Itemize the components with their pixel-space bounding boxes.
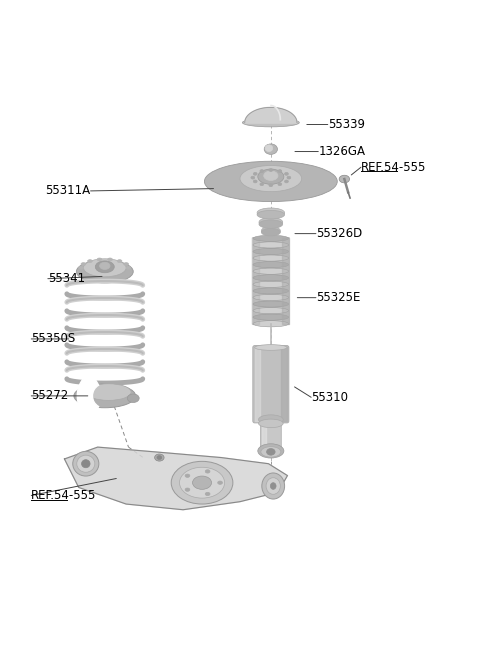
Wedge shape (77, 372, 98, 420)
Ellipse shape (127, 394, 139, 403)
Ellipse shape (253, 294, 288, 300)
Ellipse shape (266, 478, 280, 494)
Ellipse shape (261, 227, 280, 235)
Ellipse shape (269, 169, 273, 171)
Ellipse shape (81, 263, 86, 265)
Ellipse shape (259, 217, 283, 227)
Ellipse shape (258, 169, 284, 184)
Text: 55341: 55341 (48, 272, 85, 285)
Ellipse shape (266, 449, 275, 455)
Ellipse shape (117, 260, 122, 263)
Ellipse shape (253, 255, 288, 261)
Text: 55311A: 55311A (46, 185, 91, 197)
Ellipse shape (79, 266, 84, 269)
Ellipse shape (257, 210, 285, 219)
Ellipse shape (88, 260, 92, 263)
Ellipse shape (180, 467, 225, 498)
Ellipse shape (155, 454, 164, 461)
Ellipse shape (253, 261, 288, 267)
Text: 55350S: 55350S (31, 332, 75, 346)
Ellipse shape (253, 248, 288, 254)
Text: 55326D: 55326D (316, 227, 362, 240)
Ellipse shape (185, 488, 190, 491)
Ellipse shape (253, 268, 288, 274)
Ellipse shape (253, 321, 288, 327)
Ellipse shape (260, 183, 264, 186)
Text: 55272: 55272 (31, 390, 69, 402)
Ellipse shape (205, 492, 210, 495)
Ellipse shape (97, 258, 102, 261)
Ellipse shape (278, 183, 282, 186)
Ellipse shape (251, 176, 255, 179)
Ellipse shape (126, 266, 131, 269)
Ellipse shape (260, 170, 264, 173)
FancyBboxPatch shape (253, 346, 289, 423)
Ellipse shape (258, 443, 284, 458)
Ellipse shape (253, 180, 257, 183)
Ellipse shape (265, 145, 273, 152)
Text: REF.54-555: REF.54-555 (31, 489, 96, 502)
Ellipse shape (259, 419, 283, 428)
Ellipse shape (285, 172, 288, 175)
Ellipse shape (257, 208, 285, 217)
Text: 55325E: 55325E (316, 291, 360, 304)
Text: REF.54-555: REF.54-555 (361, 161, 426, 173)
Ellipse shape (262, 473, 285, 499)
Ellipse shape (84, 259, 126, 277)
Ellipse shape (253, 275, 288, 281)
Text: 1326GA: 1326GA (318, 145, 365, 158)
Ellipse shape (96, 261, 114, 273)
Ellipse shape (285, 180, 288, 183)
Ellipse shape (74, 384, 136, 408)
Ellipse shape (86, 384, 131, 400)
Ellipse shape (255, 345, 287, 350)
Ellipse shape (253, 307, 288, 313)
Ellipse shape (73, 451, 99, 476)
Ellipse shape (204, 161, 337, 202)
Ellipse shape (253, 172, 257, 175)
Ellipse shape (264, 171, 278, 181)
FancyBboxPatch shape (252, 237, 289, 325)
Ellipse shape (157, 456, 162, 459)
Ellipse shape (108, 258, 112, 261)
Ellipse shape (77, 455, 95, 472)
Ellipse shape (253, 281, 288, 287)
Ellipse shape (253, 288, 288, 294)
Ellipse shape (253, 314, 288, 320)
Ellipse shape (253, 235, 288, 241)
Polygon shape (245, 107, 297, 123)
Ellipse shape (264, 144, 277, 154)
Ellipse shape (270, 483, 276, 489)
Ellipse shape (253, 301, 288, 307)
Ellipse shape (278, 170, 282, 173)
Ellipse shape (259, 415, 283, 424)
Ellipse shape (261, 229, 280, 236)
Ellipse shape (76, 260, 133, 283)
Ellipse shape (192, 476, 212, 489)
FancyBboxPatch shape (261, 424, 281, 451)
Ellipse shape (171, 461, 233, 504)
Ellipse shape (287, 176, 291, 179)
Ellipse shape (259, 220, 283, 229)
Ellipse shape (218, 481, 222, 484)
Ellipse shape (242, 118, 300, 127)
Text: 55310: 55310 (311, 391, 348, 404)
Ellipse shape (339, 175, 349, 183)
Ellipse shape (185, 474, 190, 478)
Ellipse shape (240, 166, 301, 192)
Ellipse shape (99, 262, 110, 269)
Ellipse shape (269, 184, 273, 187)
Polygon shape (64, 447, 288, 510)
Text: 55339: 55339 (328, 118, 365, 131)
Ellipse shape (124, 263, 129, 265)
Ellipse shape (261, 447, 281, 457)
Ellipse shape (82, 460, 90, 468)
Ellipse shape (253, 242, 288, 248)
Ellipse shape (205, 470, 210, 473)
